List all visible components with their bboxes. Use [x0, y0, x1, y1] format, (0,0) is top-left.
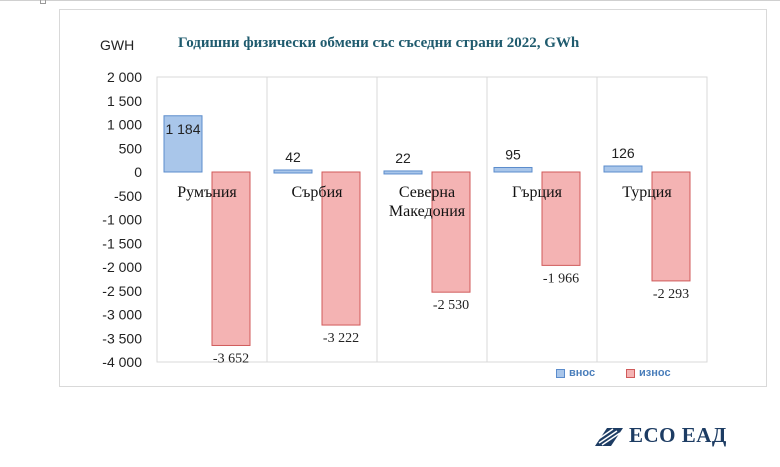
chart-title: Годишни физически обмени със съседни стр…	[178, 35, 580, 51]
data-label-import: 95	[505, 146, 521, 162]
data-label-export: -2 530	[433, 298, 469, 313]
bar-import	[163, 115, 203, 173]
bar-export	[651, 171, 691, 282]
y-tick-label: -2 500	[102, 283, 142, 299]
legend-swatch-import	[556, 368, 565, 378]
plot-area-border	[156, 76, 708, 363]
x-category-label: Сърбия	[291, 184, 343, 201]
x-category-label: Македония	[389, 203, 466, 220]
logo-mark-icon	[595, 427, 623, 446]
x-category-label: Румъния	[177, 184, 237, 201]
eso-logo: ECO ЕАД	[593, 423, 727, 448]
y-tick-label: 0	[134, 164, 142, 180]
bar-import	[383, 170, 423, 175]
data-label-export: -3 222	[323, 331, 359, 346]
legend-label-import: внос	[569, 367, 596, 379]
x-category-label: Северна	[399, 184, 455, 201]
bar-export	[431, 171, 471, 293]
bar-export	[211, 171, 251, 346]
data-label-export: -2 293	[653, 287, 689, 302]
data-label-export: -3 652	[213, 351, 249, 366]
y-tick-label: 500	[119, 140, 143, 156]
y-tick-label: -3 500	[102, 330, 142, 346]
bar-import	[603, 165, 643, 173]
y-tick-label: -2 000	[102, 259, 142, 275]
window-top-edge	[0, 0, 780, 1]
y-tick-label: 1 500	[107, 93, 142, 109]
y-tick-label: -3 000	[102, 307, 142, 323]
y-tick-label: 1 000	[107, 117, 142, 133]
legend-label-export: износ	[639, 367, 671, 379]
data-label-import: 22	[395, 150, 411, 166]
y-tick-label: 2 000	[107, 69, 142, 85]
y-tick-label: -1 500	[102, 235, 142, 251]
data-label-import: 42	[285, 149, 301, 165]
y-axis-unit-label: GWH	[100, 37, 135, 53]
x-category-label: Турция	[622, 184, 672, 201]
bar-export	[321, 171, 361, 326]
x-category-label: Гърция	[512, 184, 563, 201]
legend-item-export: износ	[626, 367, 671, 379]
legend-swatch-export	[626, 368, 635, 378]
window-corner-mark	[40, 0, 46, 4]
y-tick-label: -4 000	[102, 354, 142, 370]
legend-item-import: внос	[556, 367, 595, 379]
data-label-import: 1 184	[165, 121, 200, 137]
y-tick-label: -500	[114, 188, 142, 204]
data-label-export: -1 966	[543, 271, 579, 286]
data-label-import: 126	[611, 145, 635, 161]
y-tick-label: -1 000	[102, 212, 142, 228]
bar-import	[493, 166, 533, 173]
bar-export	[541, 171, 581, 266]
bar-import	[273, 169, 313, 174]
chart-frame	[59, 9, 767, 387]
logo-text: ECO ЕАД	[629, 423, 727, 447]
